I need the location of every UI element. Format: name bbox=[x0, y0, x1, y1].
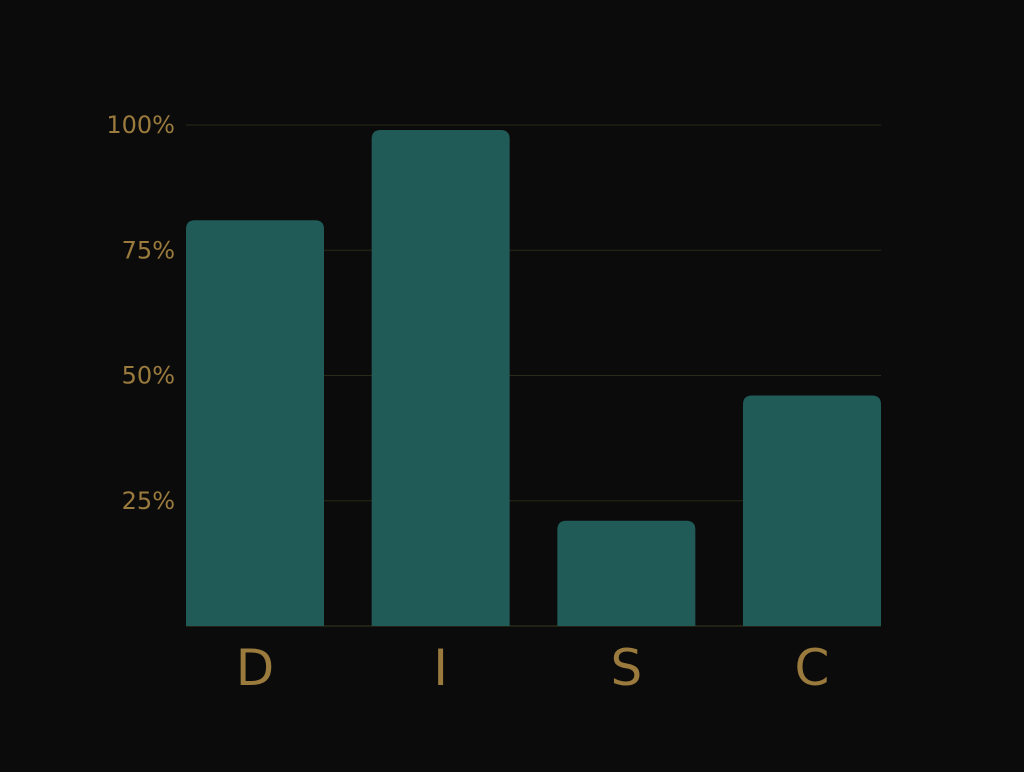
x-category-label: C bbox=[795, 639, 830, 697]
bar-i bbox=[371, 130, 510, 626]
x-category-label: S bbox=[610, 639, 642, 697]
bar-d bbox=[186, 220, 324, 626]
bar-layer bbox=[186, 130, 881, 626]
x-category-label: I bbox=[433, 639, 448, 697]
bar-s bbox=[557, 520, 696, 626]
y-axis-ticks: 25% 50% 75% 100% bbox=[106, 111, 175, 515]
y-tick-label: 75% bbox=[122, 236, 175, 264]
y-tick-label: 25% bbox=[122, 487, 175, 515]
y-tick-label: 50% bbox=[122, 362, 175, 390]
bar-c bbox=[743, 395, 881, 626]
y-tick-label: 100% bbox=[106, 111, 175, 139]
x-category-label: D bbox=[236, 639, 275, 697]
